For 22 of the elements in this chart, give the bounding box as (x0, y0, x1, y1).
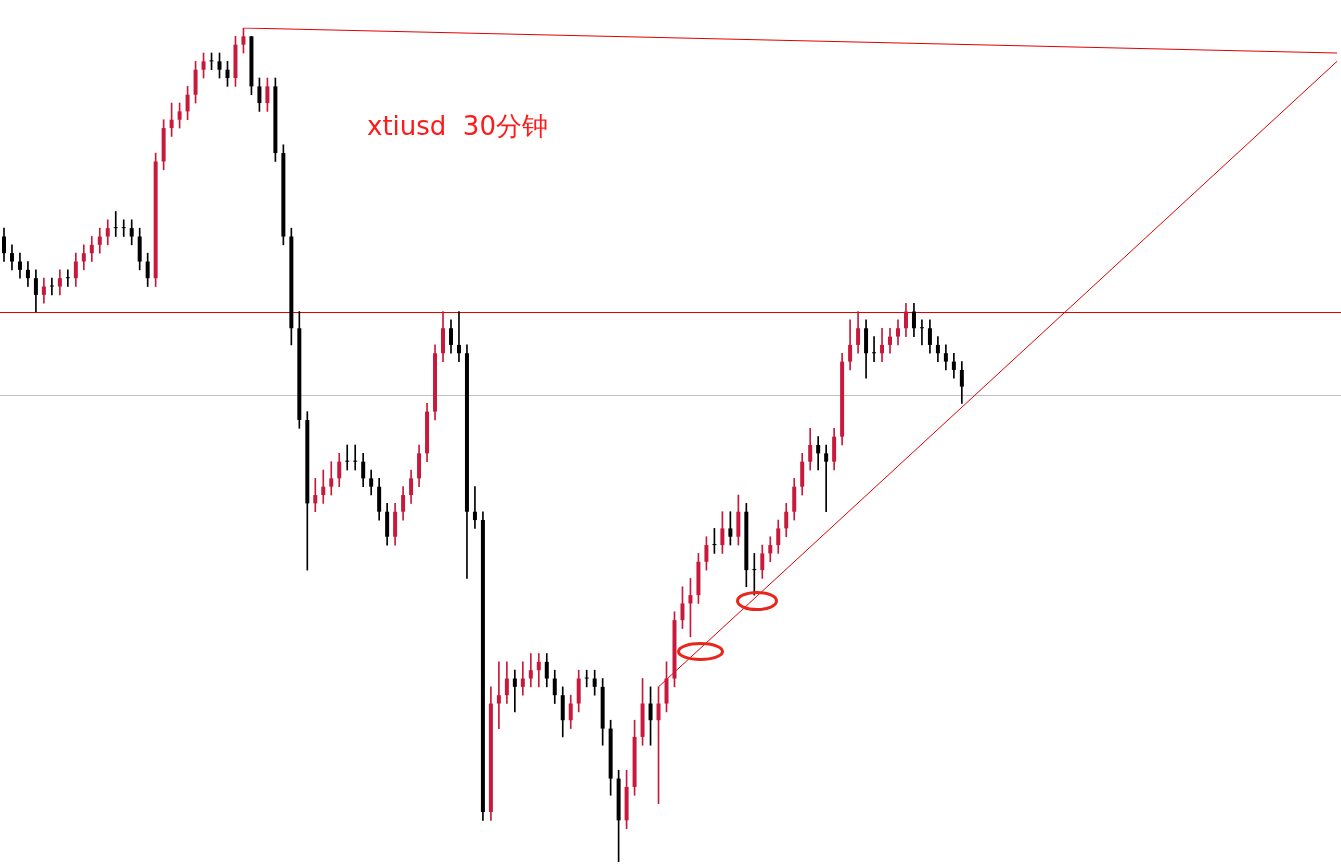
candlestick (345, 444, 350, 471)
candlestick (816, 436, 821, 471)
candlestick (520, 661, 525, 696)
candlestick (872, 336, 877, 362)
candlestick (472, 486, 477, 529)
candlestick (919, 319, 924, 346)
candlestick (456, 311, 461, 362)
candlestick (880, 327, 885, 362)
text: xtiusd 30分钟 (367, 110, 548, 141)
candlestick (65, 269, 70, 287)
candlestick (121, 219, 126, 237)
candlestick (353, 444, 358, 471)
candlestick (536, 653, 541, 688)
candlestick (113, 211, 118, 237)
candlestick (313, 478, 318, 513)
candlestick (496, 661, 501, 729)
candlestick (321, 469, 326, 504)
candlestick (49, 277, 54, 296)
candlestick (512, 669, 517, 713)
candlestick (752, 553, 757, 596)
candlestick (824, 444, 829, 513)
candlestick (584, 669, 589, 688)
